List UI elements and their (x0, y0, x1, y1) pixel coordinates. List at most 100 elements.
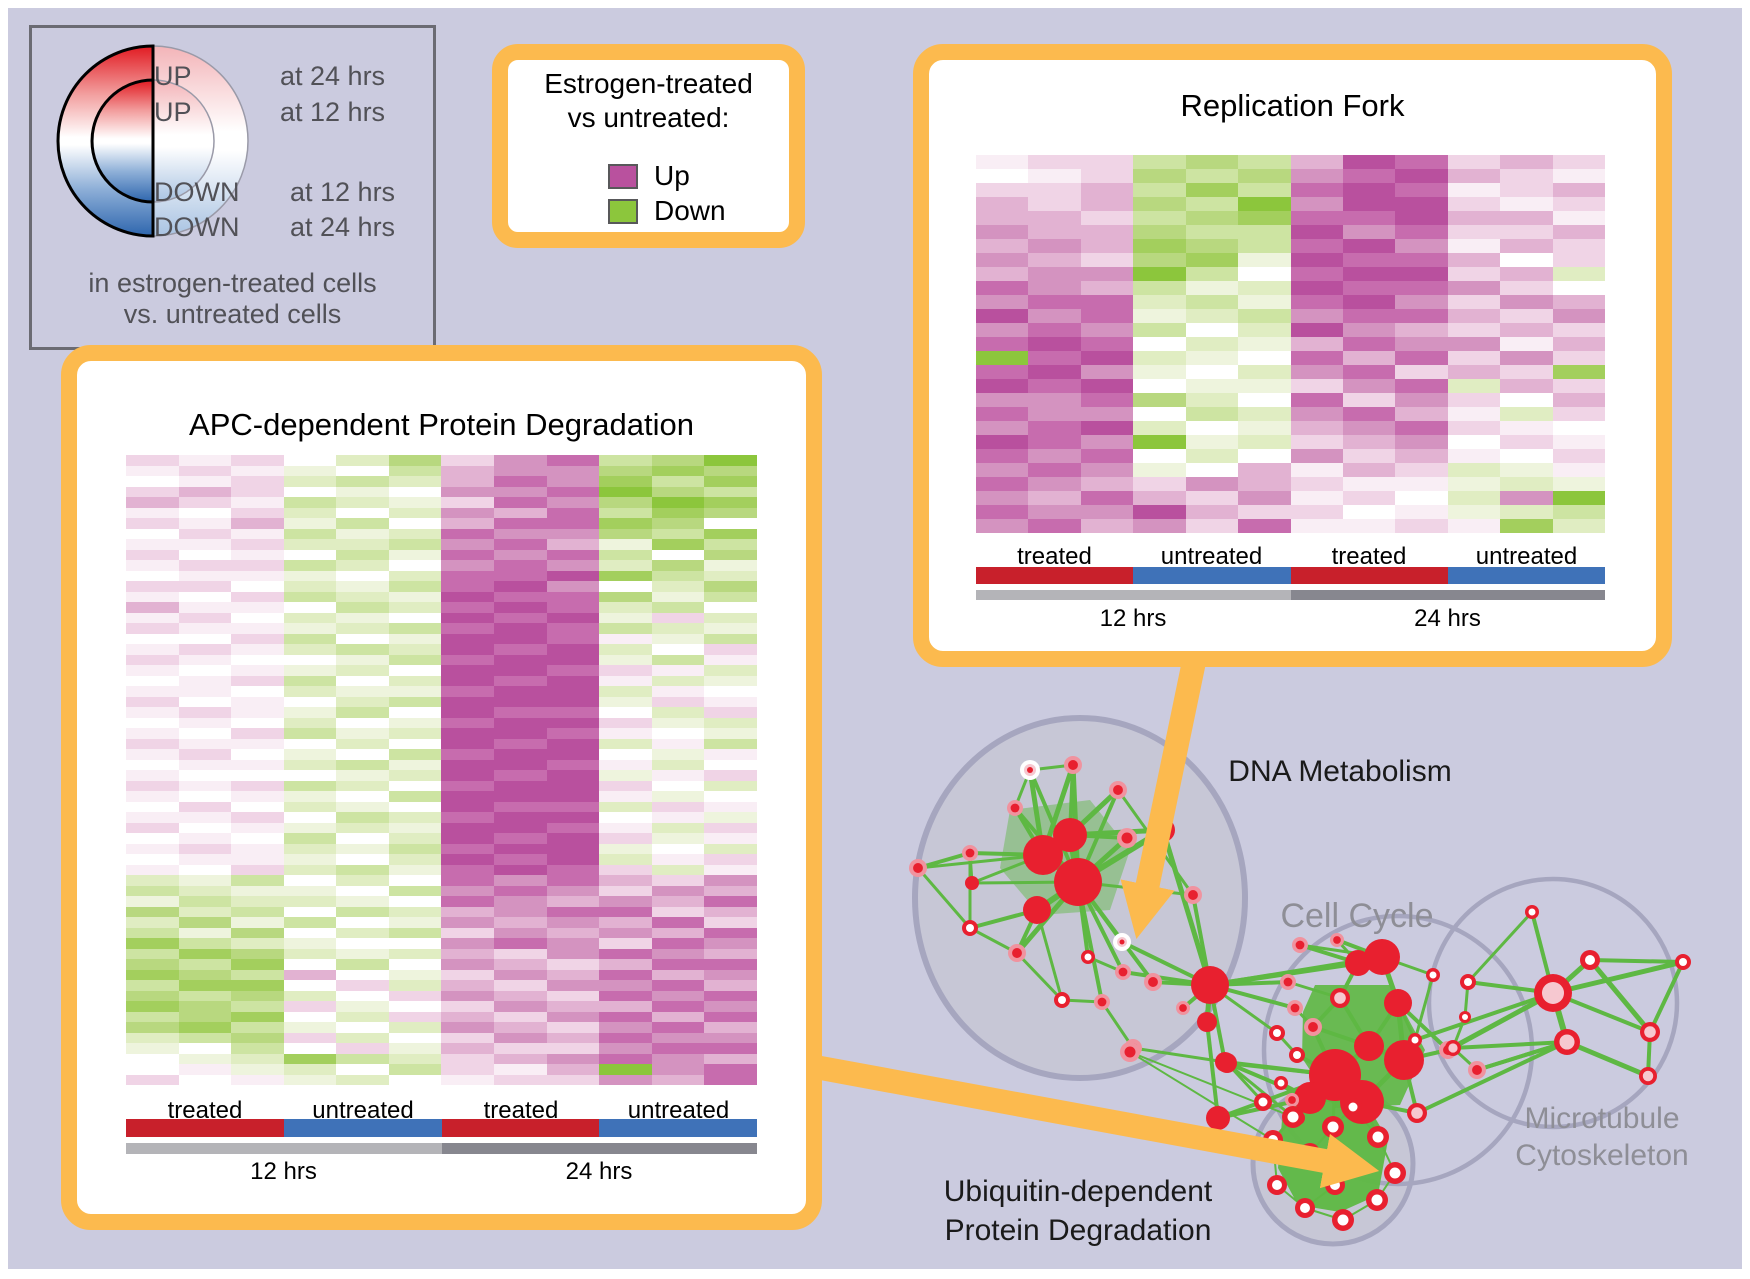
heatmap-cell (126, 623, 179, 634)
heatmap-cell (283, 476, 337, 487)
gene-node (1206, 1106, 1230, 1130)
gene-node (1023, 835, 1063, 875)
heatmap-cell (441, 885, 495, 896)
heatmap-cell (178, 486, 232, 497)
heatmap-cell (441, 476, 495, 487)
heatmap-cell (651, 549, 705, 560)
heatmap-cell (599, 644, 652, 655)
heatmap-cell (283, 1064, 337, 1075)
dna-metabolism-label: DNA Metabolism (1228, 755, 1451, 788)
heatmap-cell (231, 497, 284, 508)
heatmap-cell (546, 780, 600, 791)
heatmap-cell (441, 1001, 495, 1012)
network-edge (1566, 1039, 1649, 1079)
heatmap-cell (651, 833, 705, 844)
heatmap-cell (388, 549, 442, 560)
heatmap-cell (126, 990, 179, 1001)
gene-node (1325, 1175, 1345, 1195)
apc-degradation-panel: APC-dependent Protein Degradation treate… (61, 345, 822, 1230)
heatmap-cell (651, 801, 705, 812)
heatmap-cell (651, 770, 705, 781)
heatmap-cell (178, 948, 232, 959)
heatmap-cell (283, 927, 337, 938)
heatmap-cell (231, 1022, 284, 1033)
heatmap-cell (126, 843, 179, 854)
heatmap-cell (1133, 281, 1186, 295)
heatmap-cell (388, 486, 442, 497)
heatmap-cell (1028, 323, 1081, 337)
heatmap-cell (704, 644, 757, 655)
heatmap-cell (1238, 491, 1291, 505)
heatmap-cell (178, 959, 232, 970)
heatmap-cell (1500, 393, 1553, 407)
heatmap-cell (231, 906, 284, 917)
heatmap-cell (599, 749, 652, 760)
heatmap-cell (546, 633, 600, 644)
heatmap-cell (546, 507, 600, 518)
heatmap-cell (1080, 365, 1134, 379)
gene-node (909, 859, 927, 877)
heatmap-cell (231, 896, 284, 907)
heatmap-cell (1238, 239, 1291, 253)
heatmap-cell (599, 885, 652, 896)
heatmap-cell (494, 927, 547, 938)
rf-time-bar (976, 590, 1605, 600)
heatmap-cell (126, 1001, 179, 1012)
heatmap-cell (1552, 477, 1605, 491)
legend-caption-line2: vs. untreated cells (123, 299, 342, 329)
heatmap-cell (1395, 211, 1448, 225)
heatmap-cell (1238, 449, 1291, 463)
heatmap-cell (231, 633, 284, 644)
heatmap-cell (1080, 491, 1134, 505)
heatmap-cell (178, 980, 232, 991)
heatmap-cell (231, 612, 284, 623)
heatmap-cell (336, 476, 389, 487)
heatmap-cell (546, 791, 600, 802)
gene-node (1064, 756, 1082, 774)
heatmap-cell (599, 906, 652, 917)
heatmap-cell (441, 990, 495, 1001)
heatmap-cell (231, 644, 284, 655)
heatmap-cell (336, 980, 389, 991)
heatmap-cell (1342, 211, 1396, 225)
gene-node (1322, 1116, 1344, 1138)
heatmap-cell (283, 560, 337, 571)
heatmap-cell (336, 1022, 389, 1033)
heatmap-cell (231, 980, 284, 991)
heatmap-cell (441, 465, 495, 476)
heatmap-cell (1342, 253, 1396, 267)
heatmap-cell (178, 717, 232, 728)
heatmap-cell (1185, 295, 1239, 309)
heatmap-cell (1342, 407, 1396, 421)
up-color-swatch (608, 163, 638, 189)
heatmap-cell (546, 1043, 600, 1054)
heatmap-cell (651, 759, 705, 770)
heatmap-cell (976, 197, 1029, 211)
heatmap-cell (283, 833, 337, 844)
heatmap-cell (1028, 295, 1081, 309)
heatmap-cell (546, 612, 600, 623)
heatmap-cell (1185, 267, 1239, 281)
gene-node (1426, 968, 1440, 982)
heatmap-cell (651, 917, 705, 928)
heatmap-cell (1395, 253, 1448, 267)
heatmap-cell (1500, 225, 1553, 239)
legend-down-24-time: at 24 hrs (290, 212, 396, 242)
apc-heatmap (126, 455, 757, 1085)
network-edge (1129, 1051, 1274, 1141)
heatmap-cell (599, 1001, 652, 1012)
heatmap-cell (126, 1032, 179, 1043)
color-key-down-row: Down (608, 195, 726, 227)
heatmap-cell (546, 570, 600, 581)
heatmap-cell (1080, 295, 1134, 309)
heatmap-cell (1290, 519, 1343, 533)
heatmap-cell (231, 707, 284, 718)
heatmap-cell (1447, 183, 1501, 197)
heatmap-cell (1290, 379, 1343, 393)
heatmap-cell (494, 1074, 547, 1085)
heatmap-cell (494, 906, 547, 917)
heatmap-cell (704, 770, 757, 781)
heatmap-cell (336, 528, 389, 539)
heatmap-cell (231, 833, 284, 844)
heatmap-cell (283, 539, 337, 550)
